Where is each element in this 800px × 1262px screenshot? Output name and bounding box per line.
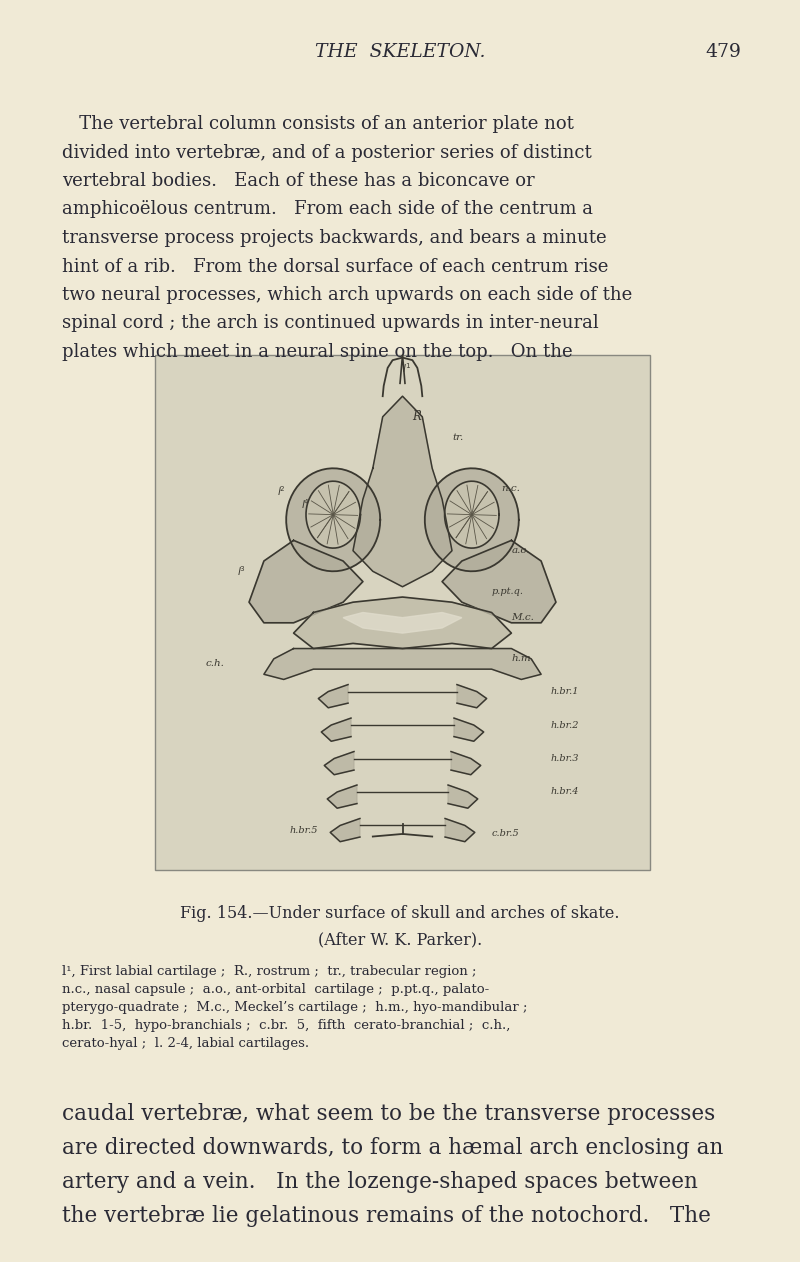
Text: cerato-hyal ;  l. 2-4, labial cartilages.: cerato-hyal ; l. 2-4, labial cartilages. bbox=[62, 1037, 309, 1050]
Polygon shape bbox=[445, 481, 499, 548]
Text: transverse process projects backwards, and bears a minute: transverse process projects backwards, a… bbox=[62, 228, 606, 247]
Text: $\it{l}^1$: $\it{l}^1$ bbox=[402, 361, 412, 375]
Text: l¹, First labial cartilage ;  R., rostrum ;  tr., trabecular region ;: l¹, First labial cartilage ; R., rostrum… bbox=[62, 965, 477, 978]
Polygon shape bbox=[451, 752, 481, 775]
Text: c.br.5: c.br.5 bbox=[491, 829, 519, 838]
Text: n.c.: n.c. bbox=[502, 485, 520, 493]
Text: tr.: tr. bbox=[452, 433, 463, 442]
Polygon shape bbox=[445, 819, 474, 842]
Polygon shape bbox=[286, 468, 380, 572]
Text: are directed downwards, to form a hæmal arch enclosing an: are directed downwards, to form a hæmal … bbox=[62, 1137, 723, 1159]
Polygon shape bbox=[294, 597, 511, 649]
Text: h.br.  1-5,  hypo-branchials ;  c.br.  5,  fifth  cerato-branchial ;  c.h.,: h.br. 1-5, hypo-branchials ; c.br. 5, fi… bbox=[62, 1018, 510, 1032]
Polygon shape bbox=[264, 649, 541, 679]
Text: vertebral bodies.   Each of these has a biconcave or: vertebral bodies. Each of these has a bi… bbox=[62, 172, 534, 191]
Text: (After W. K. Parker).: (After W. K. Parker). bbox=[318, 931, 482, 948]
Text: h.br.1: h.br.1 bbox=[551, 687, 579, 697]
Text: h.m.: h.m. bbox=[511, 655, 534, 664]
Polygon shape bbox=[322, 718, 351, 741]
Text: caudal vertebræ, what seem to be the transverse processes: caudal vertebræ, what seem to be the tra… bbox=[62, 1103, 715, 1124]
Text: h.br.4: h.br.4 bbox=[551, 787, 579, 796]
Text: n.c., nasal capsule ;  a.o., ant-orbital  cartilage ;  p.pt.q., palato-: n.c., nasal capsule ; a.o., ant-orbital … bbox=[62, 983, 490, 996]
Text: h.br.2: h.br.2 bbox=[551, 721, 579, 729]
Text: the vertebræ lie gelatinous remains of the notochord.   The: the vertebræ lie gelatinous remains of t… bbox=[62, 1205, 711, 1227]
Text: M.c.: M.c. bbox=[511, 613, 534, 622]
Polygon shape bbox=[454, 718, 484, 741]
Polygon shape bbox=[448, 785, 478, 808]
Text: The vertebral column consists of an anterior plate not: The vertebral column consists of an ante… bbox=[62, 115, 574, 133]
Text: 479: 479 bbox=[705, 43, 741, 61]
Text: c.h.: c.h. bbox=[206, 660, 224, 669]
Polygon shape bbox=[457, 684, 486, 708]
Text: spinal cord ; the arch is continued upwards in inter-neural: spinal cord ; the arch is continued upwa… bbox=[62, 314, 598, 332]
Text: $\it{l}$$^2$: $\it{l}$$^2$ bbox=[277, 485, 286, 498]
Text: pterygo-quadrate ;  M.c., Meckel’s cartilage ;  h.m., hyo-mandibular ;: pterygo-quadrate ; M.c., Meckel’s cartil… bbox=[62, 1001, 527, 1013]
Polygon shape bbox=[249, 540, 363, 623]
Text: a.o.: a.o. bbox=[511, 546, 530, 555]
Polygon shape bbox=[327, 785, 357, 808]
Text: R: R bbox=[413, 410, 422, 423]
Bar bbox=[155, 355, 650, 870]
Polygon shape bbox=[306, 481, 361, 548]
Polygon shape bbox=[318, 684, 348, 708]
Text: h.br.3: h.br.3 bbox=[551, 753, 579, 764]
Polygon shape bbox=[324, 752, 354, 775]
Polygon shape bbox=[343, 612, 462, 634]
Text: amphicoëlous centrum.   From each side of the centrum a: amphicoëlous centrum. From each side of … bbox=[62, 201, 593, 218]
Text: THE  SKELETON.: THE SKELETON. bbox=[314, 43, 486, 61]
Text: artery and a vein.   In the lozenge-shaped spaces between: artery and a vein. In the lozenge-shaped… bbox=[62, 1171, 698, 1193]
Text: h.br.5: h.br.5 bbox=[290, 825, 318, 834]
Text: plates which meet in a neural spine on the top.   On the: plates which meet in a neural spine on t… bbox=[62, 343, 573, 361]
Polygon shape bbox=[330, 819, 360, 842]
Polygon shape bbox=[353, 396, 452, 587]
Text: p.pt.q.: p.pt.q. bbox=[491, 587, 524, 597]
Polygon shape bbox=[425, 468, 519, 572]
Text: divided into vertebræ, and of a posterior series of distinct: divided into vertebræ, and of a posterio… bbox=[62, 144, 592, 162]
Text: Fig. 154.—Under surface of skull and arches of skate.: Fig. 154.—Under surface of skull and arc… bbox=[180, 905, 620, 923]
Text: $\it{l}$$^3$: $\it{l}$$^3$ bbox=[237, 564, 246, 578]
Text: $\it{l}$$^4$: $\it{l}$$^4$ bbox=[302, 497, 310, 511]
Polygon shape bbox=[442, 540, 556, 623]
Text: hint of a rib.   From the dorsal surface of each centrum rise: hint of a rib. From the dorsal surface o… bbox=[62, 257, 608, 275]
Text: two neural processes, which arch upwards on each side of the: two neural processes, which arch upwards… bbox=[62, 286, 632, 304]
